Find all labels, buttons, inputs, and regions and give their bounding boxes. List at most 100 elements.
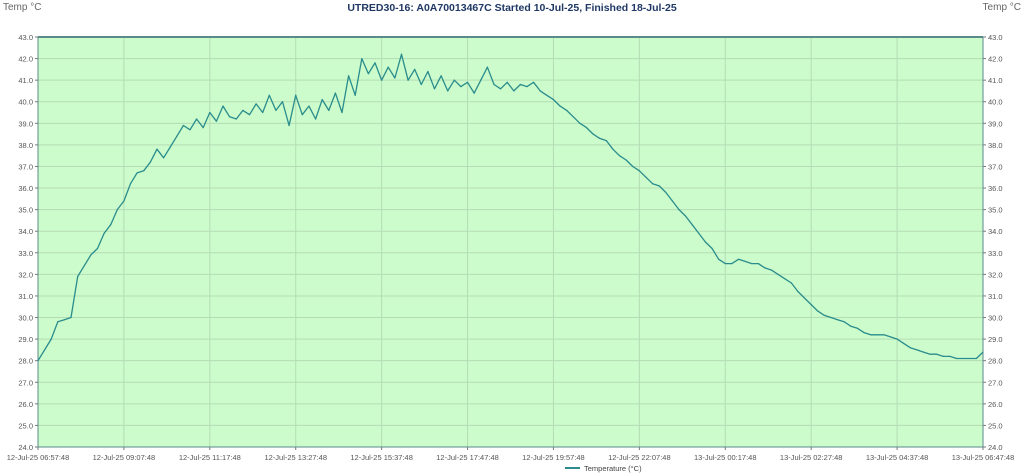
data-point (281, 101, 284, 103)
data-point (50, 338, 52, 340)
y-tick-label-right: 35.0 (988, 206, 1003, 215)
y-tick-label-right: 28.0 (988, 357, 1003, 366)
y-tick-label-right: 37.0 (988, 162, 1003, 171)
data-point (381, 79, 383, 81)
data-point (473, 92, 475, 94)
data-point (605, 139, 607, 142)
data-point (942, 355, 944, 357)
data-point (334, 92, 336, 94)
y-tick-label-left: 42.0 (18, 55, 33, 64)
chart-title: UTRED30-16: A0A70013467C Started 10-Jul-… (347, 2, 677, 14)
data-point (645, 176, 647, 178)
y-tick-label-left: 28.0 (18, 357, 33, 366)
y-tick-label-left: 33.0 (18, 249, 33, 258)
data-point (255, 103, 257, 105)
data-point (698, 232, 700, 234)
data-point (770, 269, 773, 271)
data-point (229, 116, 231, 118)
y-tick-label-left: 27.0 (18, 378, 33, 387)
data-point (579, 122, 581, 124)
y-tick-label-right: 26.0 (988, 400, 1003, 409)
data-point (949, 355, 951, 357)
y-tick-label-left: 26.0 (18, 400, 33, 409)
data-point (658, 185, 660, 187)
data-point (678, 209, 680, 211)
data-point (975, 357, 977, 360)
data-point (790, 282, 792, 284)
data-point (764, 267, 766, 269)
y-tick-label-left: 38.0 (18, 141, 33, 150)
data-point (110, 224, 112, 226)
y-tick-label-left: 25.0 (18, 421, 33, 430)
data-point (533, 81, 535, 83)
data-point (453, 79, 455, 81)
data-point (143, 170, 145, 172)
data-point (572, 116, 574, 118)
data-point (63, 319, 66, 321)
y-tick-label-right: 30.0 (988, 314, 1003, 323)
data-point (691, 224, 693, 226)
data-point (585, 127, 588, 129)
data-point (559, 105, 561, 107)
x-tick-label: 12-Jul-25 06:57:48 (7, 453, 70, 462)
data-point (44, 349, 46, 351)
data-point (737, 258, 740, 260)
y-tick-label-left: 24.0 (18, 443, 33, 452)
data-point (235, 118, 237, 120)
data-point (149, 161, 151, 163)
data-point (625, 159, 627, 161)
data-point (466, 81, 469, 83)
y-tick-label-right: 32.0 (988, 270, 1003, 279)
y-tick-label-left: 35.0 (18, 206, 33, 215)
y-tick-label-left: 36.0 (18, 184, 33, 193)
y-tick-label-left: 37.0 (18, 162, 33, 171)
y-tick-label-right: 25.0 (988, 421, 1003, 430)
data-point (916, 349, 918, 351)
data-point (103, 232, 105, 234)
data-point (810, 303, 812, 306)
data-point (751, 262, 753, 265)
data-point (969, 357, 971, 360)
data-point (209, 111, 211, 114)
x-tick-label: 12-Jul-25 17:47:48 (436, 453, 499, 462)
data-point (566, 109, 568, 111)
data-point (136, 172, 138, 174)
data-point (883, 334, 885, 336)
data-point (618, 155, 621, 157)
data-point (539, 90, 541, 92)
data-point (308, 105, 310, 107)
data-point (955, 357, 958, 360)
data-point (744, 260, 746, 263)
data-point (407, 79, 409, 81)
y-tick-label-right: 33.0 (988, 249, 1003, 258)
data-point (651, 183, 654, 185)
data-point (903, 342, 905, 345)
data-point (757, 262, 759, 265)
data-point (367, 73, 370, 75)
data-point (262, 111, 264, 114)
series-line-temperature (37, 53, 984, 362)
data-point (929, 353, 931, 355)
data-point (295, 94, 297, 96)
data-point (70, 316, 72, 319)
data-point (922, 351, 925, 353)
data-point (248, 114, 251, 116)
data-point (499, 88, 502, 90)
x-tick-label: 12-Jul-25 19:57:48 (522, 453, 585, 462)
y-tick-label-left: 41.0 (18, 76, 33, 85)
data-point (96, 247, 99, 250)
data-point (718, 258, 720, 260)
data-point (685, 215, 687, 217)
data-point (837, 319, 839, 321)
data-point (909, 347, 911, 349)
y-tick-label-left: 32.0 (18, 270, 33, 279)
data-point (506, 81, 508, 83)
y-tick-label-right: 34.0 (988, 227, 1003, 236)
data-point (632, 165, 634, 168)
data-point (896, 338, 898, 340)
data-point (513, 90, 515, 92)
x-tick-label: 12-Jul-25 11:17:48 (179, 453, 241, 462)
y-tick-label-right: 41.0 (988, 76, 1003, 85)
data-point (447, 90, 449, 92)
data-point (599, 137, 601, 140)
